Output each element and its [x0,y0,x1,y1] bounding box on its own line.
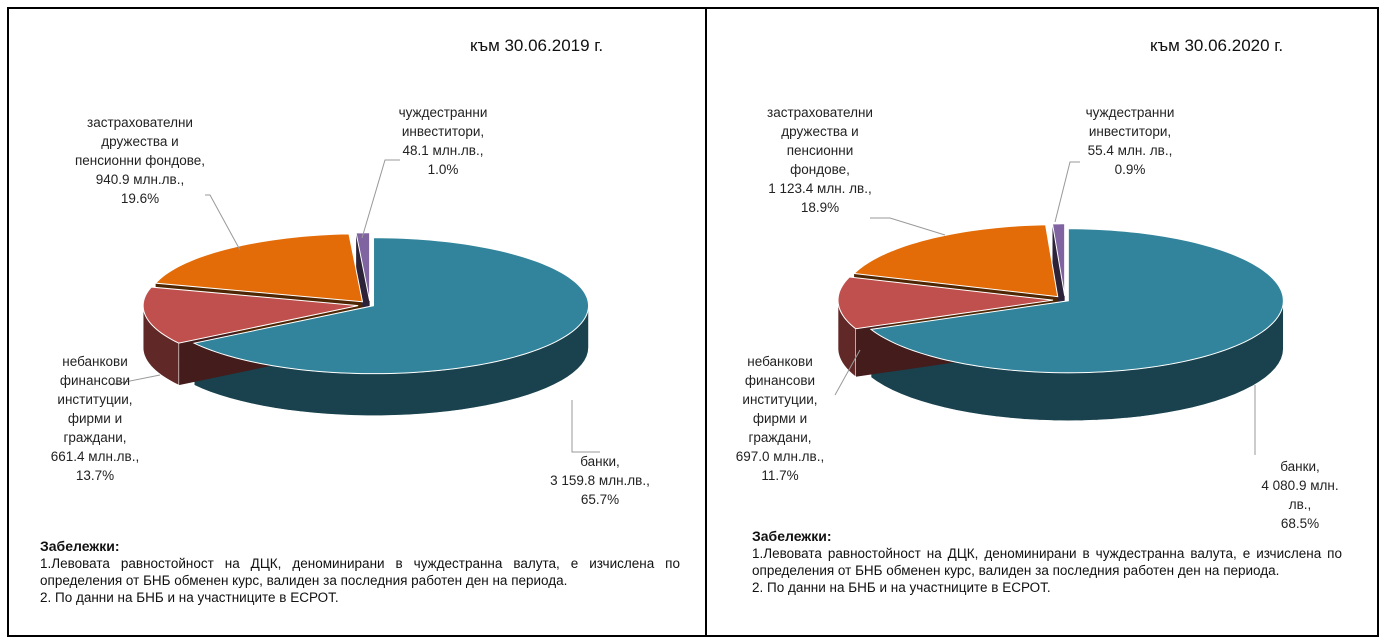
chart-title: към 30.06.2020 г. [1150,36,1284,55]
category-name: застрахователни дружества и пенсионни фо… [74,115,206,168]
frame [7,7,1379,637]
amount-label: 3 159.8 млн.лв., [550,473,650,488]
percent-label: 13.7% [75,468,115,483]
category-name: небанкови финансови институции, фирми и … [57,354,133,445]
percent-label: 18.9% [800,200,840,215]
slice-label: банки, 4 080.9 млн. лв., 68.5% [1258,457,1342,533]
notes-title: Забележки: [40,538,120,554]
note: 2. По данни на БНБ и на участниците в ЕС… [752,580,1051,595]
note: 1.Левовата равностойност на ДЦК, деномин… [752,546,1342,578]
slice-label: чуждестранни инвеститори, 55.4 млн. лв., 0… [1086,103,1175,179]
leader-line [361,159,400,239]
notes: Забележки: 1.Левовата равностойност на ДЦ… [40,538,680,606]
notes: Забележки: 1.Левовата равностойност на ДЦ… [752,528,1342,596]
amount-label: 4 080.9 млн. лв., [1261,478,1339,512]
amount-label: 697.0 млн.лв., [735,449,825,464]
category-name: банки, [1280,459,1320,474]
notes-title: Забележки: [752,528,832,544]
leader-line [834,349,861,396]
leader-line [1054,161,1080,223]
percent-label: 19.6% [120,191,160,206]
note: 2. По данни на БНБ и на участниците в ЕС… [40,590,339,605]
amount-label: 940.9 млн.лв., [95,172,185,187]
pie-slice [192,237,590,375]
leader-line [205,194,241,251]
category-name: небанкови финансови институции, фирми и … [742,354,818,445]
pie-slice [852,224,1059,298]
pie-slice [154,233,364,303]
slice-label: застрахователни дружества и пенсионни фо… [767,103,873,217]
category-name: застрахователни дружества и пенсионни фо… [767,105,873,177]
category-name: чуждестранни инвеститори, [1085,105,1175,139]
pie-slice [869,228,1284,374]
slice-label: небанкови финансови институции, фирми и … [736,352,824,485]
amount-label: 48.1 млн.лв., [402,143,484,158]
note: 1.Левовата равностойност на ДЦК, деномин… [40,556,680,588]
category-name: чуждестранни инвеститори, [398,105,488,139]
pie-slice [355,232,371,301]
pie-slice [1051,223,1066,296]
percent-label: 0.9% [1114,162,1146,177]
amount-label: 1 123.4 млн. лв., [768,181,872,196]
slice-label: небанкови финансови институции, фирми и … [51,352,139,485]
slice-label: чуждестранни инвеститори, 48.1 млн.лв., 1.… [399,103,488,179]
category-name: банки, [580,454,620,469]
leader-line [870,217,946,236]
slice-label: банки, 3 159.8 млн.лв., 65.7% [550,452,650,509]
percent-label: 65.7% [580,492,620,507]
leader-line [571,400,600,453]
amount-label: 661.4 млн.лв., [50,449,140,464]
chart-title: към 30.06.2019 г. [470,36,604,55]
percent-label: 1.0% [427,162,459,177]
percent-label: 11.7% [761,468,799,483]
amount-label: 55.4 млн. лв., [1087,143,1173,158]
pie-slice [142,286,359,344]
slice-label: застрахователни дружества и пенсионни фо… [75,113,205,208]
percent-label: 68.5% [1280,516,1320,531]
leader-line [109,374,161,386]
pie-slice [837,276,1054,330]
